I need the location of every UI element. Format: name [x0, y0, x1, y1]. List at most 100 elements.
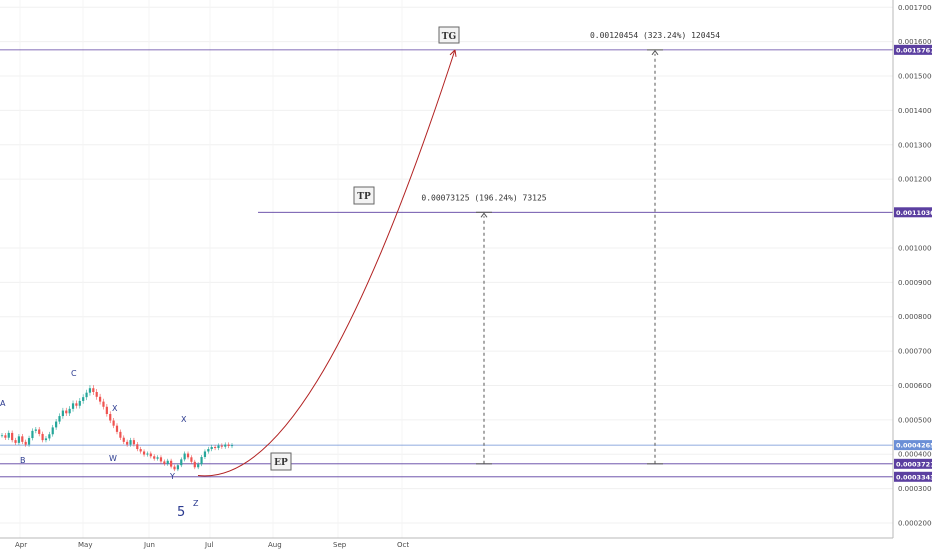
candle — [21, 434, 24, 445]
y-tick-label: 0.00160000 — [898, 38, 932, 46]
grid — [0, 0, 893, 538]
candle — [180, 457, 183, 468]
candle — [61, 407, 64, 419]
candle — [183, 451, 186, 462]
y-tick-label: 0.00060000 — [898, 382, 932, 390]
svg-text:0.00042654: 0.00042654 — [896, 442, 932, 450]
candle — [126, 439, 129, 447]
box-tp-label: TP — [357, 192, 371, 202]
wave-label-b: B — [20, 456, 26, 465]
x-tick-jul: Jul — [204, 541, 214, 549]
candle — [156, 455, 159, 461]
x-tick-may: May — [78, 541, 92, 549]
candle — [132, 437, 136, 447]
candle — [163, 459, 166, 466]
y-tick-label: 0.00170000 — [898, 4, 932, 12]
candle — [71, 400, 75, 412]
candle — [142, 449, 146, 457]
candle — [210, 444, 213, 452]
candle — [105, 404, 108, 417]
y-tick-label: 0.00030000 — [898, 485, 932, 493]
bottom-axis: Apr May Jun Jul Aug Sep Oct — [0, 537, 893, 549]
candle — [112, 417, 115, 429]
y-tick-label: 0.00130000 — [898, 141, 932, 149]
price-level-badge: 0.00033435 — [894, 471, 932, 482]
candle — [14, 437, 17, 446]
x-tick-apr: Apr — [15, 541, 27, 549]
wave-label-y: Y — [169, 472, 175, 481]
measurement-label-tp: 0.00073125 (196.24%) 73125 — [421, 193, 546, 202]
wave-labels: A B C X W X Y Z 5 — [0, 369, 199, 520]
candle — [85, 389, 88, 401]
candle — [170, 458, 173, 469]
svg-text:0.00033435: 0.00033435 — [896, 473, 932, 481]
candle — [136, 442, 139, 452]
svg-text:0.00037210: 0.00037210 — [896, 460, 932, 468]
candle — [95, 388, 98, 400]
candle — [68, 406, 71, 416]
candle — [44, 436, 48, 443]
candle — [159, 455, 163, 464]
y-tick-label: 0.00080000 — [898, 313, 932, 321]
x-tick-oct: Oct — [397, 541, 409, 549]
candle — [153, 454, 156, 461]
measurement-arrow — [651, 50, 659, 56]
candle — [7, 430, 10, 441]
candle — [129, 437, 132, 447]
x-tick-jun: Jun — [143, 541, 155, 549]
candle — [224, 442, 227, 449]
price-level-lines — [0, 49, 893, 478]
candle — [24, 439, 27, 447]
measurement-label-tg: 0.00120454 (323.24%) 120454 — [590, 31, 720, 40]
x-tick-sep: Sep — [333, 541, 347, 549]
candle — [82, 394, 85, 404]
y-tick-label: 0.00120000 — [898, 176, 932, 184]
candle — [11, 430, 14, 443]
candle — [149, 451, 152, 459]
candle — [186, 451, 190, 460]
y-tick-label: 0.00050000 — [898, 416, 932, 424]
candle — [51, 424, 54, 437]
candle — [203, 449, 207, 459]
candle — [119, 429, 122, 441]
candle — [109, 411, 112, 424]
right-axis: 0.00170000 0.00160000 0.00150000 0.00140000… — [892, 0, 932, 550]
candle — [58, 413, 61, 425]
price-level-badge: 0.00042654 — [894, 440, 932, 451]
measurement-arrow — [480, 212, 488, 218]
candle — [31, 428, 34, 441]
wave-label-c: C — [71, 369, 77, 378]
candle — [17, 434, 21, 446]
candle — [166, 458, 169, 466]
box-tg[interactable]: TG — [438, 26, 460, 44]
box-tg-label: TG — [442, 32, 456, 42]
y-tick-label: 0.00150000 — [898, 73, 932, 81]
candle — [193, 459, 196, 470]
candle — [65, 407, 68, 416]
y-tick-label: 0.00070000 — [898, 348, 932, 356]
candle — [41, 431, 44, 443]
y-tick-label: 0.00020000 — [898, 519, 932, 527]
y-tick-label: 0.00040000 — [898, 451, 932, 459]
box-ep-label: EP — [274, 458, 288, 468]
wave-label-a: A — [0, 399, 6, 408]
price-level-badge: 0.00110369 — [894, 207, 932, 218]
candle — [27, 435, 31, 447]
candle — [230, 443, 234, 449]
candle — [197, 462, 200, 470]
x-tick-aug: Aug — [268, 541, 282, 549]
arc-arrowhead — [449, 49, 457, 57]
candle — [220, 443, 223, 449]
candle — [227, 442, 230, 449]
candle — [88, 385, 92, 396]
box-tp[interactable]: TP — [353, 186, 375, 205]
candle — [55, 419, 58, 430]
svg-text:0.00157618: 0.00157618 — [896, 46, 932, 54]
box-ep[interactable]: EP — [270, 452, 292, 471]
wave-label-w: W — [109, 454, 117, 463]
candle — [34, 427, 37, 434]
candle — [207, 446, 210, 454]
wave-label-5: 5 — [177, 505, 185, 520]
measurement-tg: 0.00120454 (323.24%) 120454 — [590, 31, 720, 465]
